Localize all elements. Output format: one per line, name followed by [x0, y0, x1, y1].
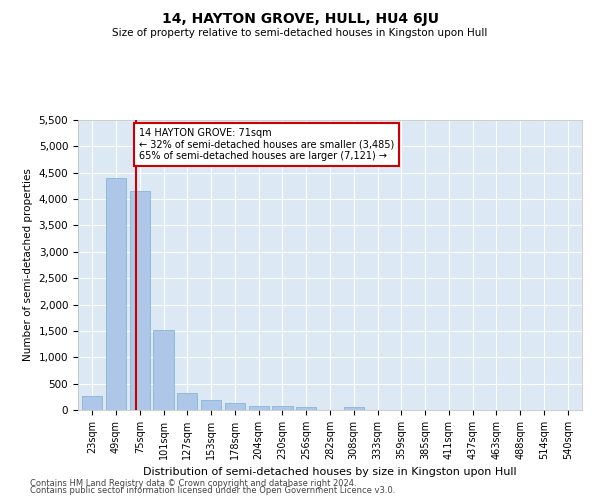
Bar	[130, 191, 150, 410]
Bar	[201, 400, 221, 410]
X-axis label: Distribution of semi-detached houses by size in Kingston upon Hull: Distribution of semi-detached houses by …	[143, 468, 517, 477]
Text: Contains HM Land Registry data © Crown copyright and database right 2024.: Contains HM Land Registry data © Crown c…	[30, 478, 356, 488]
Y-axis label: Number of semi-detached properties: Number of semi-detached properties	[23, 168, 33, 362]
Text: 14 HAYTON GROVE: 71sqm
← 32% of semi-detached houses are smaller (3,485)
65% of : 14 HAYTON GROVE: 71sqm ← 32% of semi-det…	[139, 128, 394, 161]
Text: Size of property relative to semi-detached houses in Kingston upon Hull: Size of property relative to semi-detach…	[112, 28, 488, 38]
Bar	[82, 396, 103, 410]
Bar	[154, 330, 173, 410]
Bar	[225, 403, 245, 410]
Bar	[248, 406, 269, 410]
Bar	[296, 406, 316, 410]
Bar	[177, 393, 197, 410]
Bar	[344, 407, 364, 410]
Bar	[272, 406, 293, 410]
Text: 14, HAYTON GROVE, HULL, HU4 6JU: 14, HAYTON GROVE, HULL, HU4 6JU	[161, 12, 439, 26]
Bar	[106, 178, 126, 410]
Text: Contains public sector information licensed under the Open Government Licence v3: Contains public sector information licen…	[30, 486, 395, 495]
